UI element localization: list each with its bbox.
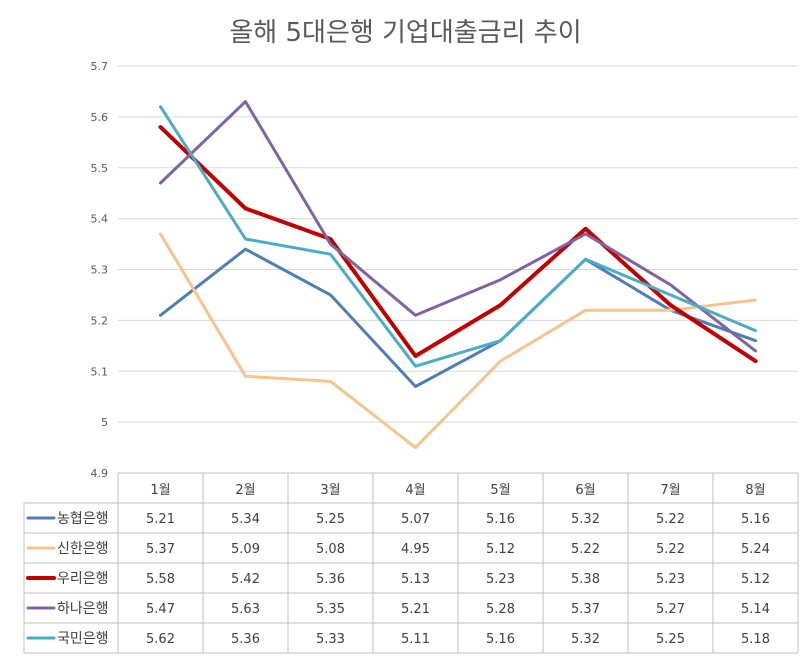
data-label: 5.13 [401, 572, 430, 587]
data-label: 5.22 [656, 542, 685, 557]
data-label: 5.32 [571, 632, 600, 647]
data-label: 5.25 [316, 512, 345, 527]
y-tick-label-6: 5.5 [91, 162, 109, 175]
x-tick-label-2: 3월 [320, 483, 340, 498]
data-label: 5.62 [146, 632, 175, 647]
y-tick-label-0: 4.9 [91, 467, 109, 480]
series-line-0 [159, 247, 757, 388]
data-label: 5.27 [656, 602, 685, 617]
x-tick-label-4: 5월 [490, 483, 510, 498]
legend-label-2: 우리은행 [57, 571, 109, 587]
data-label: 5.47 [146, 602, 175, 617]
data-label: 5.21 [401, 602, 430, 617]
data-label: 5.33 [316, 632, 345, 647]
y-tick-label-3: 5.2 [91, 314, 109, 327]
data-label: 5.37 [146, 542, 175, 557]
data-label: 5.36 [231, 632, 260, 647]
data-label: 5.36 [316, 572, 345, 587]
data-label: 5.58 [146, 572, 175, 587]
data-label: 5.42 [231, 572, 260, 587]
x-tick-label-5: 6월 [575, 483, 595, 498]
data-label: 5.23 [486, 572, 515, 587]
data-label: 5.38 [571, 572, 600, 587]
legend-label-3: 하나은행 [57, 601, 109, 617]
data-label: 5.22 [571, 542, 600, 557]
data-label: 5.28 [486, 602, 515, 617]
data-label: 5.63 [231, 602, 260, 617]
data-label: 5.23 [656, 572, 685, 587]
data-label: 5.08 [316, 542, 345, 557]
x-tick-label-1: 2월 [235, 483, 255, 498]
data-label: 4.95 [401, 542, 430, 557]
series-line-4 [159, 105, 757, 368]
data-label: 5.37 [571, 602, 600, 617]
data-label: 5.24 [741, 542, 770, 557]
data-label: 5.21 [146, 512, 175, 527]
x-tick-label-3: 4월 [405, 483, 425, 498]
y-tick-label-1: 5 [101, 416, 108, 429]
y-tick-label-4: 5.3 [91, 264, 109, 277]
y-tick-label-5: 5.4 [91, 213, 109, 226]
y-tick-label-8: 5.7 [91, 60, 109, 73]
series-line-3 [159, 100, 757, 353]
data-label: 5.22 [656, 512, 685, 527]
data-label: 5.16 [741, 512, 770, 527]
x-tick-label-6: 7월 [660, 483, 680, 498]
data-label: 5.18 [741, 632, 770, 647]
series-line-2 [158, 125, 758, 364]
x-tick-label-0: 1월 [150, 483, 170, 498]
data-label: 5.16 [486, 512, 515, 527]
series-line-1 [159, 232, 757, 450]
x-tick-label-7: 8월 [745, 483, 765, 498]
data-label: 5.32 [571, 512, 600, 527]
y-tick-label-7: 5.6 [91, 111, 109, 124]
data-label: 5.25 [656, 632, 685, 647]
y-tick-label-2: 5.1 [91, 365, 109, 378]
data-label: 5.07 [401, 512, 430, 527]
data-label: 5.11 [401, 632, 430, 647]
legend-label-4: 국민은행 [57, 631, 109, 647]
data-label: 5.34 [231, 512, 260, 527]
legend-label-1: 신한은행 [57, 541, 109, 557]
legend-label-0: 농협은행 [57, 511, 109, 527]
data-label: 5.14 [741, 602, 770, 617]
data-label: 5.12 [486, 542, 515, 557]
chart-title: 올해 5대은행 기업대출금리 추이 [229, 18, 582, 48]
data-label: 5.09 [231, 542, 260, 557]
data-label: 5.35 [316, 602, 345, 617]
data-label: 5.16 [486, 632, 515, 647]
data-label: 5.12 [741, 572, 770, 587]
